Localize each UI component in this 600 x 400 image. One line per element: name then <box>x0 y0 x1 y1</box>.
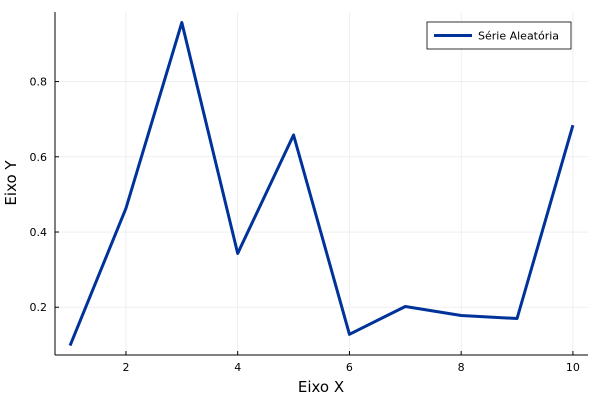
tick-marks <box>55 81 574 355</box>
y-axis-title: Eixo Y <box>2 160 20 206</box>
x-tick-label: 4 <box>234 361 241 374</box>
axes <box>54 12 588 356</box>
series-line <box>68 21 575 347</box>
y-tick-label: 0.6 <box>30 151 48 164</box>
x-tick-label: 10 <box>566 361 580 374</box>
x-tick-label: 8 <box>458 361 465 374</box>
y-tick-label: 0.8 <box>30 76 48 89</box>
y-tick-label: 0.2 <box>30 301 48 314</box>
y-tick-labels: 0.2 0.4 0.6 0.8 <box>30 76 48 315</box>
x-tick-label: 6 <box>346 361 353 374</box>
legend: Série Aleatória <box>426 21 572 50</box>
x-tick-labels: 2 4 6 8 10 <box>122 361 579 374</box>
legend-label: Série Aleatória <box>478 30 559 43</box>
x-axis-title: Eixo X <box>298 378 344 396</box>
series-lines <box>68 21 575 347</box>
y-tick-label: 0.4 <box>30 226 48 239</box>
x-tick-label: 2 <box>122 361 129 374</box>
